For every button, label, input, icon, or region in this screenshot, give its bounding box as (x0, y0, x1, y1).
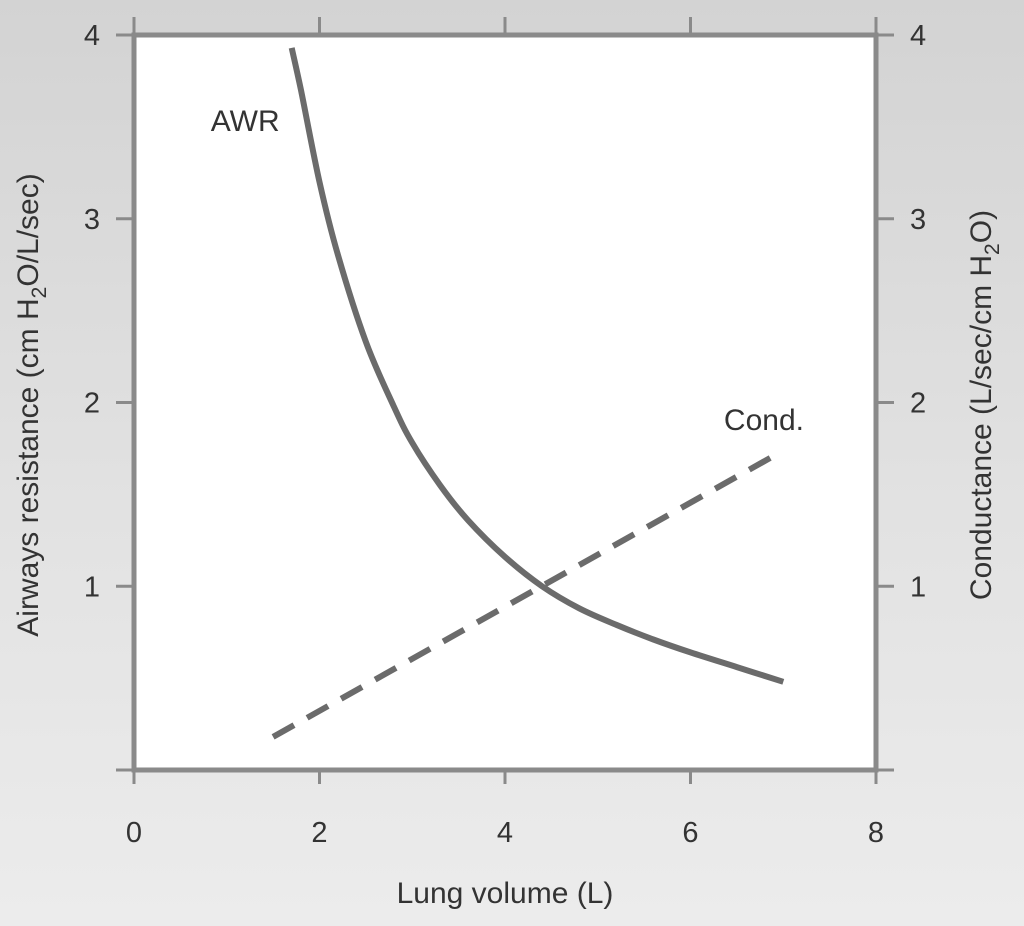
x-axis-label: Lung volume (L) (397, 877, 614, 910)
x-tick-label-3: 6 (682, 817, 698, 849)
x-tick-label-4: 8 (868, 817, 884, 849)
y-tick-label-right-2: 3 (910, 204, 926, 236)
series-layer (271, 47, 785, 740)
y-axis-label-right-subscript: 2 (981, 243, 1004, 255)
y-axis-label-right-main: Conductance (L/sec/cm H (965, 255, 998, 600)
y-axis-label-right: Conductance (L/sec/cm H2O) (965, 210, 1004, 600)
series-line-awr (288, 47, 785, 685)
y-tick-label-left-0: 1 (84, 571, 100, 603)
axes-layer (116, 17, 894, 784)
series-label-awr: AWR (211, 105, 280, 138)
series-label-cond: Cond. (724, 404, 804, 437)
y-axis-label-left-tail: O/L/sec) (12, 173, 45, 286)
y-axis-label-left-main: Airways resistance (cm H (12, 298, 45, 636)
series-line-cond (271, 453, 776, 740)
x-tick-label-0: 0 (126, 817, 142, 849)
y-tick-label-right-1: 2 (910, 388, 926, 420)
y-axis-label-left-subscript: 2 (28, 287, 51, 299)
y-tick-label-left-3: 4 (84, 20, 100, 52)
x-tick-label-1: 2 (311, 817, 327, 849)
plot-frame (131, 32, 879, 773)
plot-area (134, 35, 876, 770)
y-tick-label-right-3: 4 (910, 20, 926, 52)
y-axis-label-right-tail: O) (965, 210, 998, 243)
y-tick-label-left-2: 3 (84, 204, 100, 236)
x-tick-label-2: 4 (497, 817, 513, 849)
y-tick-label-right-0: 1 (910, 571, 926, 603)
y-axis-label-left: Airways resistance (cm H2O/L/sec) (12, 173, 51, 636)
y-tick-label-left-1: 2 (84, 388, 100, 420)
label-layer: 0 2 4 6 8 1 2 3 4 1 2 3 4 AWR Cond. (84, 20, 926, 849)
